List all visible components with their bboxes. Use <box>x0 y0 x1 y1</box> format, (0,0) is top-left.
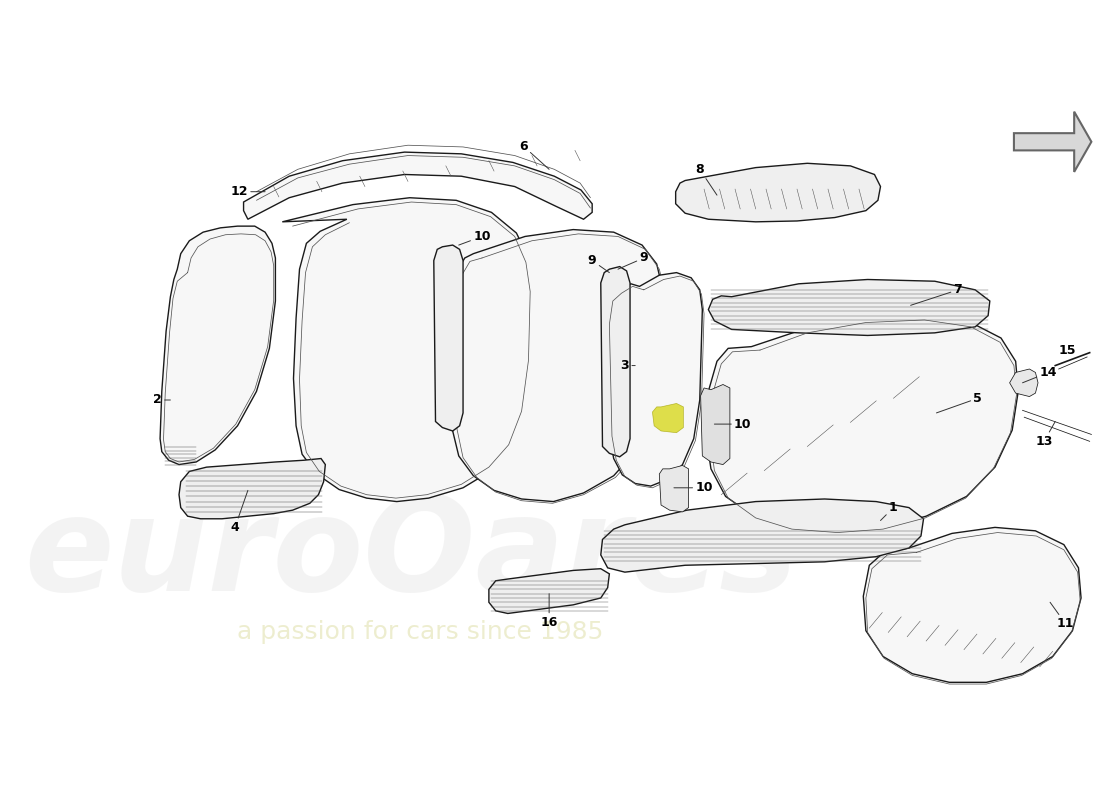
Text: 13: 13 <box>1035 422 1055 448</box>
Text: 9: 9 <box>618 251 648 269</box>
Polygon shape <box>488 569 609 614</box>
Text: euroOares: euroOares <box>24 491 799 618</box>
Text: 7: 7 <box>911 283 962 306</box>
Polygon shape <box>243 152 592 219</box>
Text: 10: 10 <box>714 418 751 430</box>
Polygon shape <box>179 458 326 518</box>
Text: 16: 16 <box>540 594 558 629</box>
Text: 14: 14 <box>1023 366 1057 382</box>
Text: 12: 12 <box>231 186 265 198</box>
Polygon shape <box>708 279 990 335</box>
Text: 11: 11 <box>1050 602 1075 630</box>
Polygon shape <box>601 266 630 457</box>
Text: 8: 8 <box>695 163 717 195</box>
Polygon shape <box>607 273 702 486</box>
Polygon shape <box>864 527 1081 682</box>
Text: 9: 9 <box>587 254 609 273</box>
Text: 2: 2 <box>153 394 170 406</box>
Text: a passion for cars since 1985: a passion for cars since 1985 <box>236 620 603 644</box>
Text: 1: 1 <box>880 501 898 521</box>
Text: 15: 15 <box>1058 343 1076 357</box>
Text: 3: 3 <box>620 359 635 372</box>
Text: 10: 10 <box>459 230 491 245</box>
Polygon shape <box>1014 112 1091 172</box>
Text: 4: 4 <box>231 490 248 534</box>
Text: 6: 6 <box>519 139 549 170</box>
Polygon shape <box>1010 369 1038 397</box>
Polygon shape <box>701 385 730 465</box>
Polygon shape <box>283 198 534 502</box>
Polygon shape <box>652 403 683 433</box>
Polygon shape <box>449 230 662 502</box>
Polygon shape <box>706 316 1019 531</box>
Polygon shape <box>161 226 275 465</box>
Polygon shape <box>433 245 463 431</box>
Polygon shape <box>659 466 689 512</box>
Text: 10: 10 <box>674 482 713 494</box>
Polygon shape <box>675 163 880 222</box>
Polygon shape <box>601 499 924 572</box>
Text: 5: 5 <box>936 392 982 413</box>
